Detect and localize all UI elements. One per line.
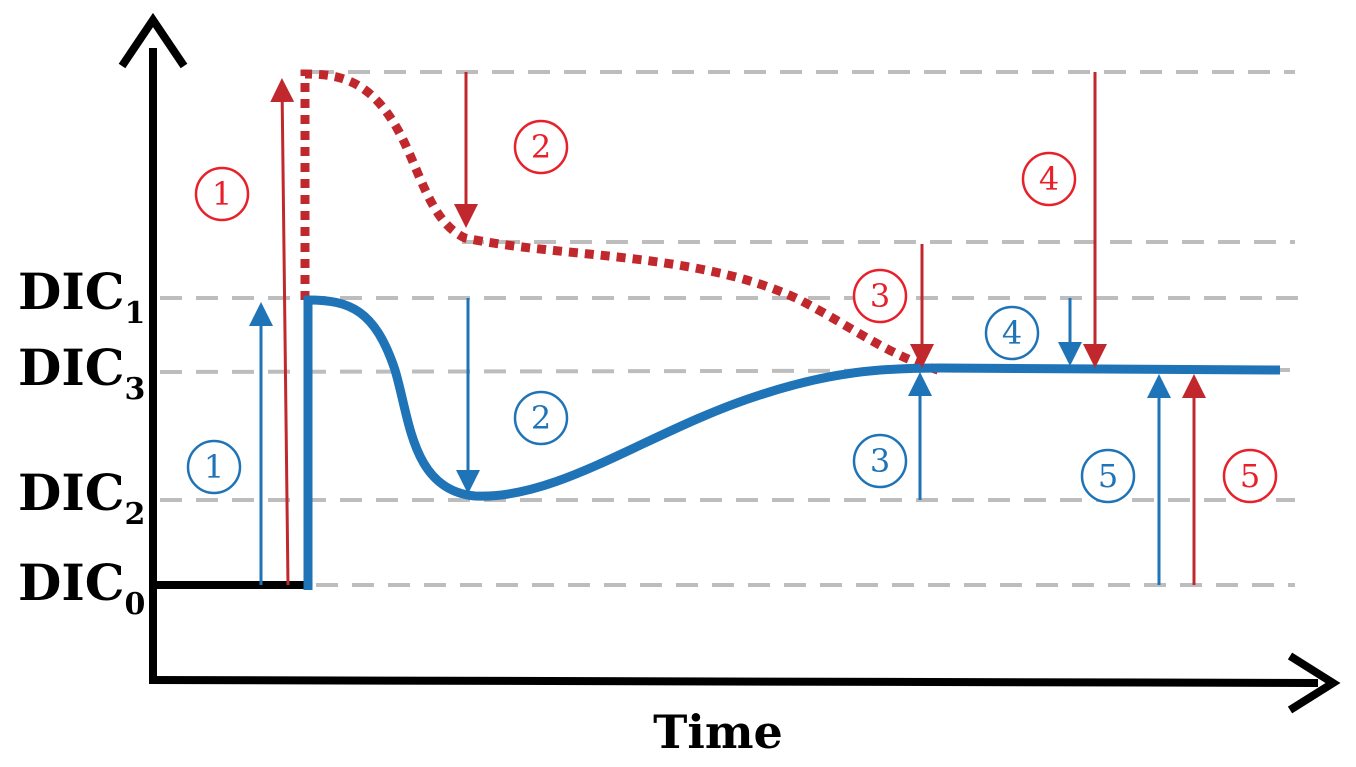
blue-marker-1-label: 1 (204, 448, 224, 486)
blue-marker-5-label: 5 (1098, 457, 1118, 495)
x-axis-arrow-icon (1287, 652, 1341, 714)
red-marker-1-label: 1 (212, 175, 232, 213)
x-axis (148, 676, 1319, 687)
blue-markers: 1 2 3 4 5 (186, 305, 1136, 504)
blue-marker-3-label: 3 (870, 442, 890, 480)
red-marker-5: 5 (1222, 448, 1278, 504)
label-dic3: DIC3 (18, 338, 145, 407)
red-markers: 1 2 3 4 5 (194, 119, 1278, 504)
x-axis-label: Time (653, 705, 783, 759)
red-marker-4-label: 4 (1039, 160, 1059, 198)
blue-marker-5: 5 (1080, 448, 1136, 504)
y-axis-arrow-icon (118, 12, 188, 69)
red-marker-2-label: 2 (531, 128, 551, 166)
axes (118, 12, 1341, 714)
blue-marker-1: 1 (186, 439, 242, 495)
blue-marker-3: 3 (852, 433, 908, 489)
blue-trajectory (303, 295, 1281, 590)
red-trajectory (300, 69, 940, 375)
label-dic2: DIC2 (18, 463, 145, 532)
red-marker-2: 2 (513, 119, 569, 175)
blue-arrows (249, 298, 1171, 585)
blue-marker-2-label: 2 (531, 399, 551, 437)
red-marker-3: 3 (852, 268, 908, 324)
red-marker-4: 4 (1021, 151, 1077, 207)
red-arrows (270, 72, 1206, 586)
reference-lines (159, 70, 1300, 587)
label-dic1: DIC1 (18, 262, 145, 331)
blue-marker-4: 4 (984, 305, 1040, 361)
blue-marker-4-label: 4 (1002, 314, 1022, 352)
red-arrow-1 (270, 78, 295, 586)
y-level-labels: DIC1 DIC3 DIC2 DIC0 (18, 262, 145, 622)
blue-marker-2: 2 (513, 390, 569, 446)
red-marker-5-label: 5 (1240, 457, 1260, 495)
label-dic0: DIC0 (18, 553, 145, 622)
red-marker-3-label: 3 (870, 277, 890, 315)
red-marker-1: 1 (194, 166, 250, 222)
